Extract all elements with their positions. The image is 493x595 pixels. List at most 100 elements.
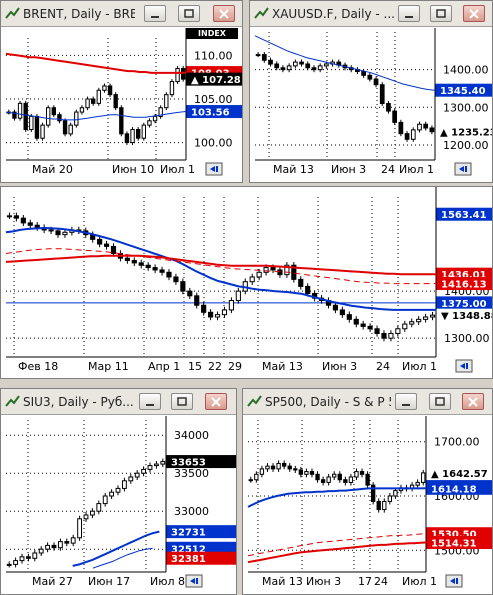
x-tick-label: Июл 1: [402, 575, 437, 588]
candle: [96, 503, 102, 512]
scroll-end-button[interactable]: [454, 162, 472, 176]
maximize-button[interactable]: [171, 393, 193, 410]
scroll-end-glyph: [450, 578, 458, 584]
maximize-button[interactable]: [430, 5, 452, 22]
candle: [393, 490, 398, 497]
candle: [346, 314, 352, 320]
candle: [263, 267, 269, 273]
candle: [305, 285, 311, 294]
candle: [74, 111, 79, 126]
candle: [187, 290, 193, 297]
candle: [57, 114, 62, 122]
price-tag: [166, 525, 236, 539]
maximize-button[interactable]: [178, 5, 200, 22]
candle: [17, 102, 23, 119]
price-tag-label: 1345.40: [440, 86, 486, 97]
candle: [64, 541, 70, 544]
scroll-end-button[interactable]: [455, 359, 473, 373]
candle: [141, 468, 147, 474]
y-tick-label: 33000: [174, 505, 209, 518]
titlebar[interactable]: BRENT, Daily - BRE...: [1, 1, 242, 27]
chart-window-sp500[interactable]: SP500, Daily - S & P 5... 1700.001600.00…: [242, 388, 493, 595]
titlebar[interactable]: XAUUSD.F, Daily - ...: [250, 1, 492, 27]
scroll-end-button[interactable]: [445, 574, 463, 588]
candle: [46, 107, 51, 126]
scroll-end-glyph: [459, 166, 467, 172]
close-icon: [464, 6, 484, 21]
minimize-button[interactable]: [398, 5, 420, 22]
x-tick-label: Июл 1: [399, 163, 434, 176]
close-button[interactable]: [213, 5, 235, 22]
minimize-icon: [140, 394, 160, 409]
titlebar[interactable]: SP500, Daily - S & P 5...: [243, 389, 492, 415]
candle: [367, 74, 373, 80]
xauusd-chart[interactable]: 1400.00 1300.00 1200.00 1345.40 ▲ 1235.23 Май…: [250, 28, 493, 183]
minimize-button[interactable]: [395, 393, 417, 410]
candle: [62, 231, 68, 236]
maximize-icon: [430, 394, 450, 409]
candle: [398, 121, 404, 135]
candle: [147, 465, 153, 470]
candle: [353, 318, 359, 325]
scroll-end-button[interactable]: [205, 162, 223, 176]
x-tick-label: 17: [358, 575, 372, 588]
candle: [415, 481, 420, 486]
candle: [13, 215, 19, 219]
moving-average-line: [247, 541, 427, 564]
x-tick-label: Фев 18: [18, 360, 58, 373]
candle: [131, 260, 137, 264]
price-tag: [435, 83, 492, 97]
candle: [381, 332, 387, 339]
price-tag-label: ▼ 1348.88: [441, 311, 493, 322]
y-tick-label: 34000: [174, 429, 209, 442]
scroll-end-glyph: [210, 166, 218, 172]
candle: [361, 71, 366, 76]
candle: [421, 472, 426, 483]
minimize-button[interactable]: [139, 393, 161, 410]
candle: [128, 476, 134, 482]
candle: [235, 290, 241, 302]
titlebar[interactable]: SIU3, Daily - Руб...: [1, 389, 236, 415]
x-tick-label: Июн 3: [331, 163, 366, 176]
close-button[interactable]: [463, 5, 485, 22]
chart-window-brent[interactable]: BRENT, Daily - BRE... INDEX 110.00 105.00…: [0, 0, 243, 183]
candle: [410, 129, 416, 140]
index-label: INDEX: [186, 28, 238, 39]
candle: [194, 295, 200, 306]
close-button[interactable]: [205, 393, 227, 410]
window-title: XAUUSD.F, Daily - ...: [272, 7, 395, 21]
candle: [292, 61, 298, 67]
candle: [259, 468, 265, 475]
chart-window-main[interactable]: 1400.00 1300.00 1563.41 1436.01 1416.13 1375.…: [0, 186, 493, 379]
candle: [20, 217, 26, 224]
x-tick-label: 24: [374, 575, 388, 588]
price-tag: [426, 481, 492, 495]
candle: [107, 85, 113, 96]
siu3-chart[interactable]: 3400033500330003250033653327313251232381…: [1, 416, 237, 595]
candle: [96, 89, 101, 104]
chart-window-xauusd[interactable]: XAUUSD.F, Daily - ... 1400.00 1300.00 1200…: [249, 0, 493, 183]
candle: [45, 544, 51, 550]
candle: [221, 309, 228, 316]
candle: [326, 476, 331, 483]
candle: [19, 556, 25, 562]
candle: [228, 300, 234, 311]
minimize-button[interactable]: [144, 5, 166, 22]
close-button[interactable]: [462, 393, 484, 410]
candle: [281, 462, 287, 467]
scroll-end-button[interactable]: [185, 574, 203, 588]
candle: [386, 103, 391, 112]
candle: [79, 107, 85, 113]
candle: [113, 94, 118, 109]
candle: [429, 314, 436, 318]
maximize-button[interactable]: [429, 393, 451, 410]
x-tick-label: Май 13: [262, 575, 303, 588]
price-tag-label: 1436.01: [441, 270, 487, 281]
price-tag: [166, 551, 236, 565]
main-chart[interactable]: 1400.001300.001563.411436.011416.131375.…: [1, 187, 493, 379]
candle: [332, 304, 339, 311]
y-tick-label: 110.00: [194, 49, 233, 62]
chart-window-siu3[interactable]: SIU3, Daily - Руб... 3400033500330003250…: [0, 388, 237, 595]
